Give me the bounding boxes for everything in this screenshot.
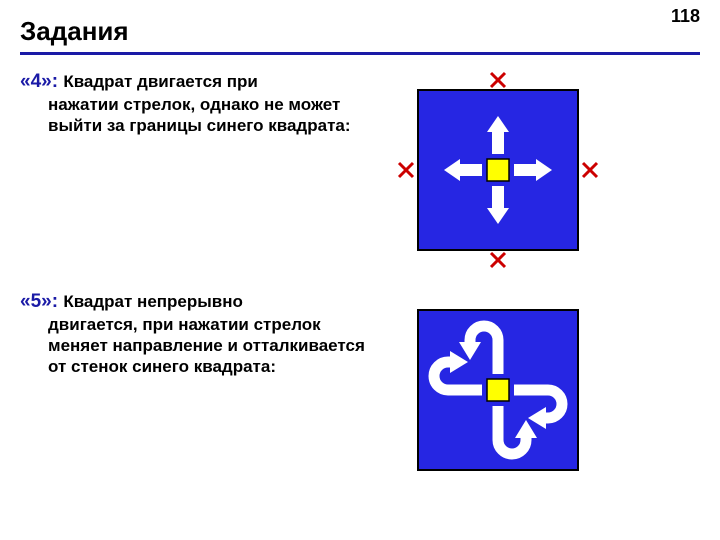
cross-bottom-icon — [491, 253, 505, 267]
task-5-text: «5»: Квадрат непрерывно двигается, при н… — [20, 290, 370, 378]
task-5-lead: «5»: — [20, 291, 63, 312]
center-square — [487, 159, 509, 181]
cross-top-icon — [491, 73, 505, 87]
page-title: Задания — [20, 16, 129, 47]
task-4-body: нажатии стрелок, однако не может выйти з… — [20, 94, 370, 137]
cross-right-icon — [583, 163, 597, 177]
figure-task-4 — [388, 70, 568, 250]
task-5-body: двигается, при нажатии стрелок меняет на… — [20, 314, 370, 378]
task-4-text: «4»: Квадрат двигается при нажатии стрел… — [20, 70, 370, 136]
figure-task-5 — [388, 290, 568, 470]
cross-left-icon — [399, 163, 413, 177]
task-5-first-line: Квадрат непрерывно — [63, 292, 243, 311]
title-rule — [20, 52, 700, 55]
task-4-first-line: Квадрат двигается при — [63, 72, 258, 91]
task-4-lead: «4»: — [20, 71, 63, 92]
center-square — [487, 379, 509, 401]
page-number: 118 — [671, 6, 700, 27]
